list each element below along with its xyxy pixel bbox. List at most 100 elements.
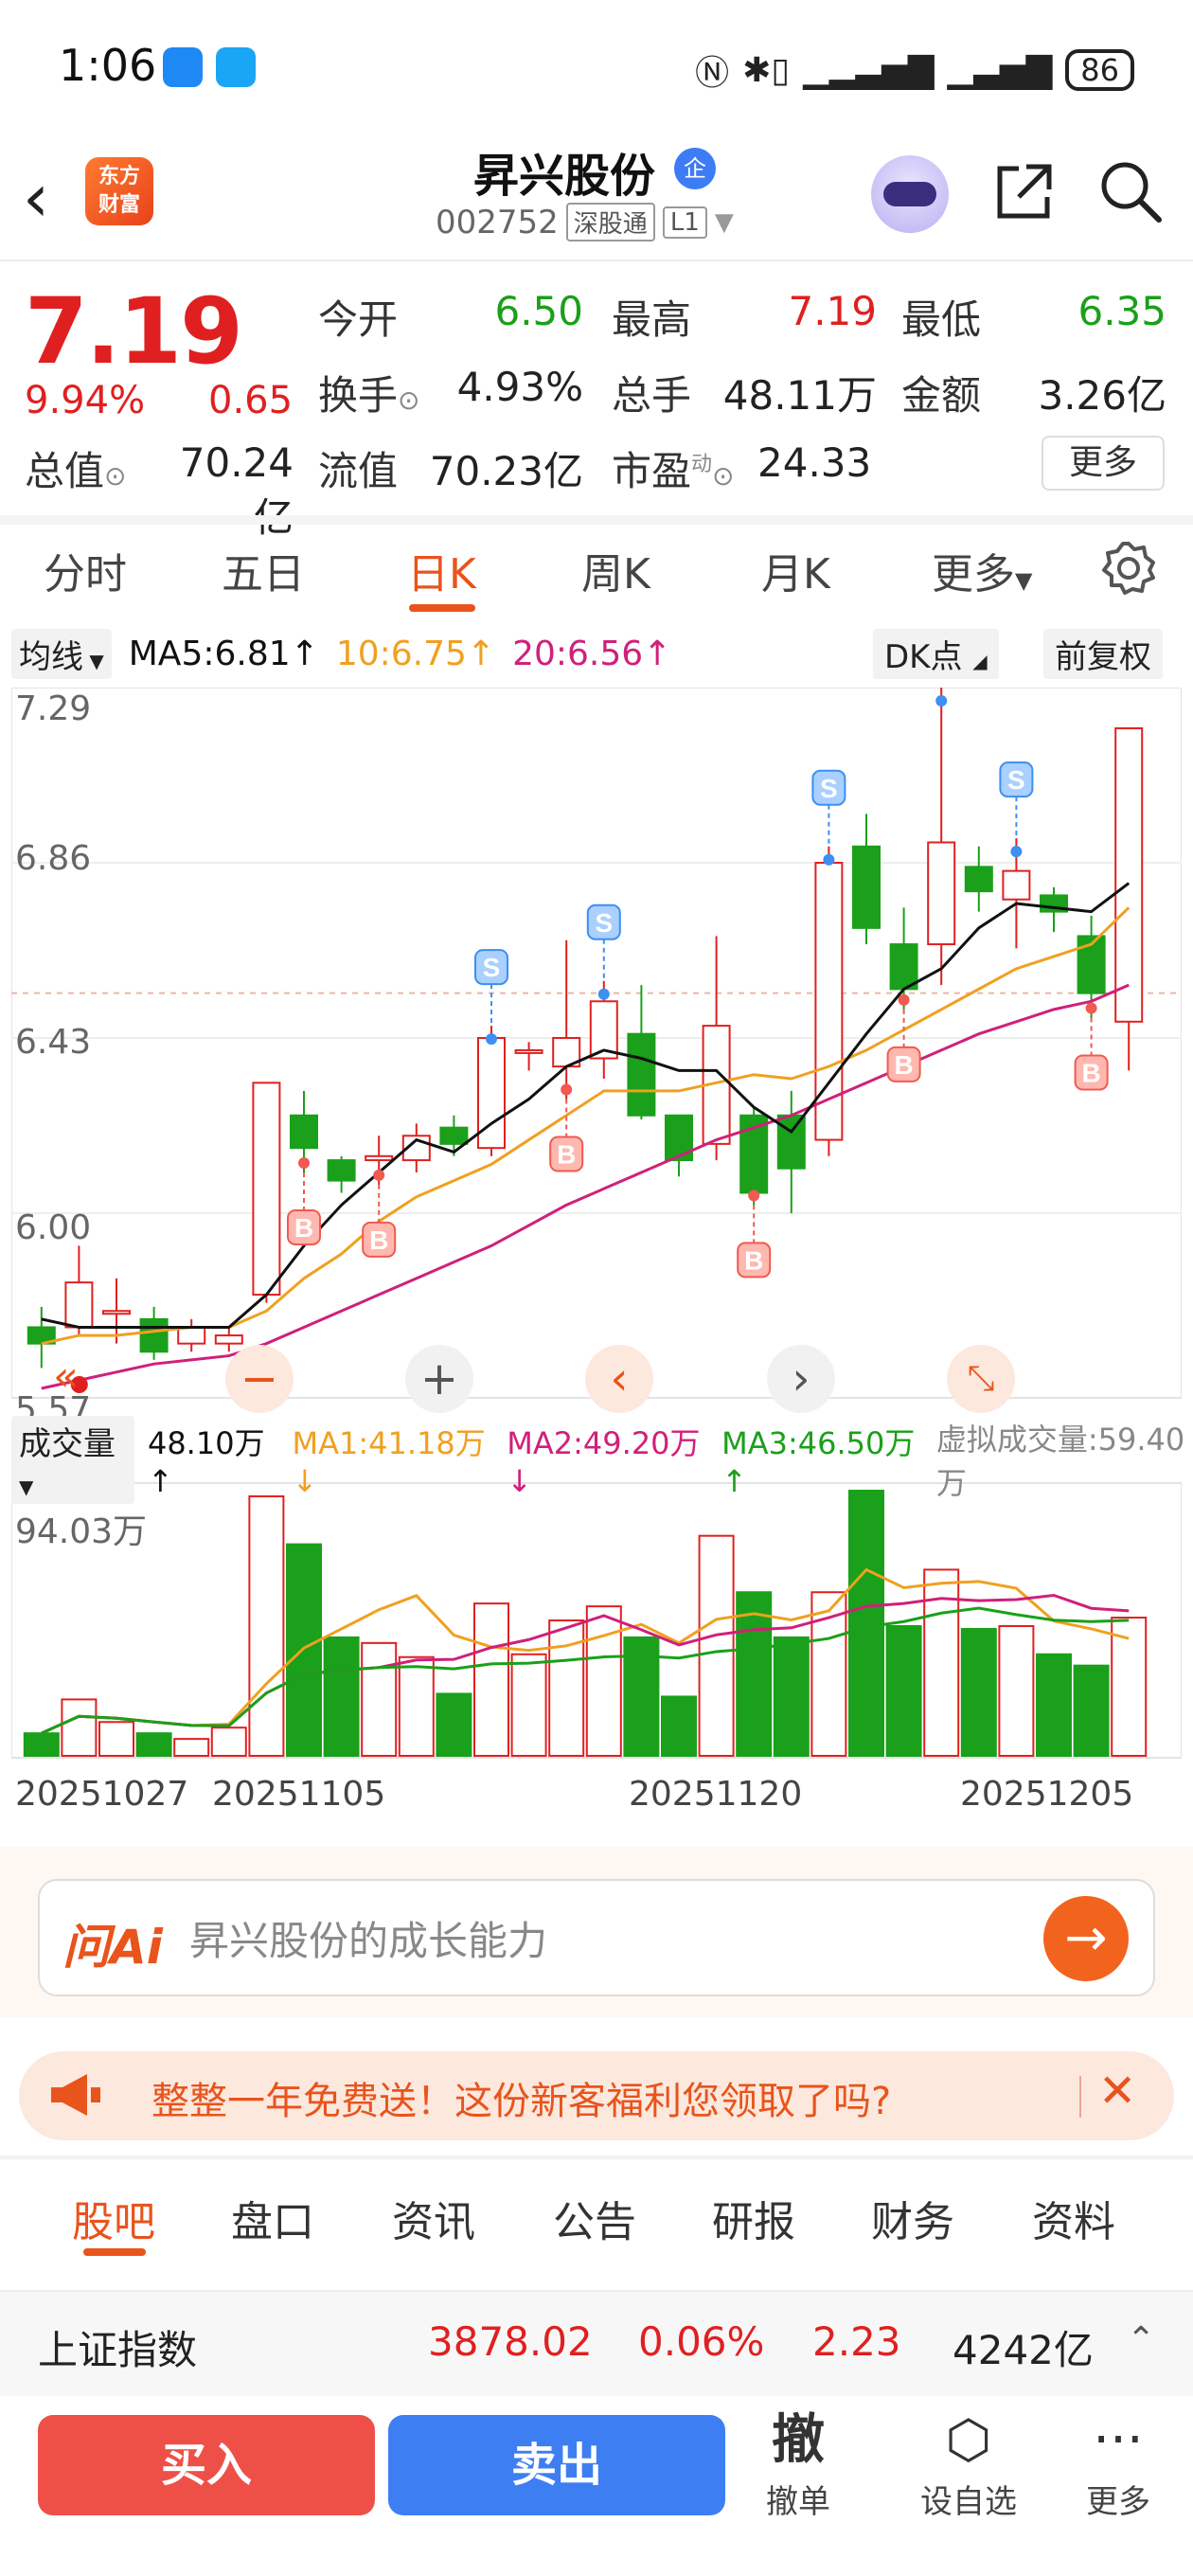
adjust-button[interactable]: 前复权 [1043,629,1163,679]
buy-signal-label: B [557,1140,576,1170]
settings-gear-icon[interactable] [1100,540,1157,597]
tab-profile[interactable]: 资料 [1032,2198,1115,2246]
y-tick-4: 6.00 [15,1208,92,1247]
ma5-value: MA5:6.81↑ [128,634,319,673]
zoom-out-button[interactable]: − [225,1345,294,1413]
volume-bar [736,1591,773,1758]
volume-bar [885,1624,922,1757]
volume-bar [98,1721,134,1758]
volume-label: 总手 [612,372,692,419]
change-percent: 9.94% [25,379,146,422]
buy-signal-label: B [744,1245,763,1275]
x-date-3: 20251120 [629,1775,803,1814]
candle-body [439,1126,469,1145]
volume-bar [998,1624,1035,1757]
tab-guba[interactable]: 股吧 [72,2198,155,2246]
fullscreen-icon[interactable]: ⤡ [947,1345,1015,1413]
eastmoney-logo[interactable]: 东方 财富 [85,157,153,225]
zoom-in-button[interactable]: + [405,1345,473,1413]
prev-button[interactable]: ‹ [585,1345,653,1413]
ai-robot-icon[interactable] [871,155,949,233]
candle-body [214,1334,243,1345]
index-amount: 4242亿 [953,2327,1094,2373]
virtual-volume: 虚拟成交量:59.40万 [935,1422,1185,1501]
tab-monthly-k[interactable]: 月K [761,550,830,599]
next-button[interactable]: › [767,1345,835,1413]
back-icon[interactable]: ‹ [23,159,49,237]
more-quote-button[interactable]: 更多 [1042,436,1165,491]
volume-bar [848,1490,884,1757]
volume-bar [1111,1617,1148,1757]
chevron-up-icon[interactable]: ⌃ [1127,2320,1156,2359]
stock-code-row[interactable]: 002752 深股通 L1 ▼ [436,203,734,242]
index-name: 上证指数 [38,2327,198,2373]
signal-dot [1085,1002,1097,1014]
chat-app-icon [163,47,203,87]
tab-pankou[interactable]: 盘口 [231,2198,314,2246]
volume-selector[interactable]: 成交量 ▼ [11,1415,134,1504]
ma10-value: 10:6.75↑ [335,634,496,673]
signal-dot [486,1033,497,1046]
divider [0,259,1193,261]
volume-bar [773,1636,810,1757]
volume-bar [585,1605,622,1758]
divider [0,515,1193,525]
promo-text[interactable]: 整整一年免费送！这份新客福利您领取了吗? [151,2080,892,2123]
buy-button[interactable]: 买入 [38,2415,375,2515]
index-ticker-bar[interactable] [0,2290,1193,2396]
ma-selector[interactable]: 均线 ▼ [11,628,112,679]
scroll-left-icon[interactable]: « [53,1352,79,1401]
status-icons: Ⓝ ✱▯ ▁▂▃▅▇ ▁▃▅▇ 86 [695,45,1134,95]
ai-go-arrow-icon[interactable]: → [1043,1896,1129,1981]
close-icon[interactable]: ✕ [1098,2065,1137,2118]
sell-signal-box [811,769,846,806]
ai-question-box[interactable] [38,1879,1155,1996]
vol-ma3-line [41,1606,1130,1735]
ai-prompt[interactable]: 昇兴股份的成长能力 [189,1918,548,1964]
tab-daily-k[interactable]: 日K [407,550,476,599]
volume-bar [361,1641,398,1758]
candle-body [927,841,956,946]
volume-bar [1036,1653,1072,1757]
sell-signal-label: S [483,953,501,982]
tab-announcements[interactable]: 公告 [553,2198,636,2246]
volume-value: 48.11万 [722,372,877,419]
sell-button[interactable]: 卖出 [388,2415,725,2515]
candle-body [514,1048,543,1054]
volume-bar [135,1732,172,1757]
cancel-label: 撤单 [766,2483,830,2521]
turnover-label: 换手⊙ [318,372,420,419]
index-change: 2.23 [812,2318,901,2365]
add-watchlist-button[interactable]: ⬡ 设自选 [907,2406,1030,2522]
tab-five-day[interactable]: 五日 [222,550,305,599]
more-actions-button[interactable]: ··· 更多 [1057,2406,1180,2522]
cancel-icon: 撤 [772,2409,825,2471]
candle-body [1002,869,1031,901]
volume-bar [398,1655,435,1758]
volume-bar [810,1591,847,1758]
ma20-line [41,983,1130,1390]
candlestick-chart[interactable]: BBSBSBSBSSB [11,688,1182,1763]
buy-signal-box [362,1221,397,1258]
candle-body [776,1114,806,1170]
tab-more[interactable]: 更多▼ [932,550,1033,599]
promo-banner[interactable] [19,2051,1174,2140]
vol-ma1: MA1:41.18万↓ [292,1425,486,1499]
tab-finance[interactable]: 财务 [871,2198,954,2246]
tab-news[interactable]: 资讯 [392,2198,475,2246]
tab-research[interactable]: 研报 [712,2198,795,2246]
tab-intraday[interactable]: 分时 [44,550,127,599]
logo-text-1: 东方 [98,165,140,188]
search-icon[interactable] [1096,157,1165,225]
share-icon[interactable] [990,159,1057,225]
candle-body [252,1082,281,1297]
low-value: 6.35 [1077,288,1166,334]
dk-point-button[interactable]: DK点 ◢ [873,629,999,679]
vol-ma3: MA3:46.50万↑ [721,1425,916,1499]
tab-weekly-k[interactable]: 周K [581,550,650,599]
volume-bar [960,1627,997,1758]
cancel-order-button[interactable]: 撤 撤单 [737,2406,860,2522]
logo-text-2: 财富 [98,193,140,217]
volume-bar [1073,1664,1110,1758]
y-tick-2: 6.86 [15,839,92,878]
